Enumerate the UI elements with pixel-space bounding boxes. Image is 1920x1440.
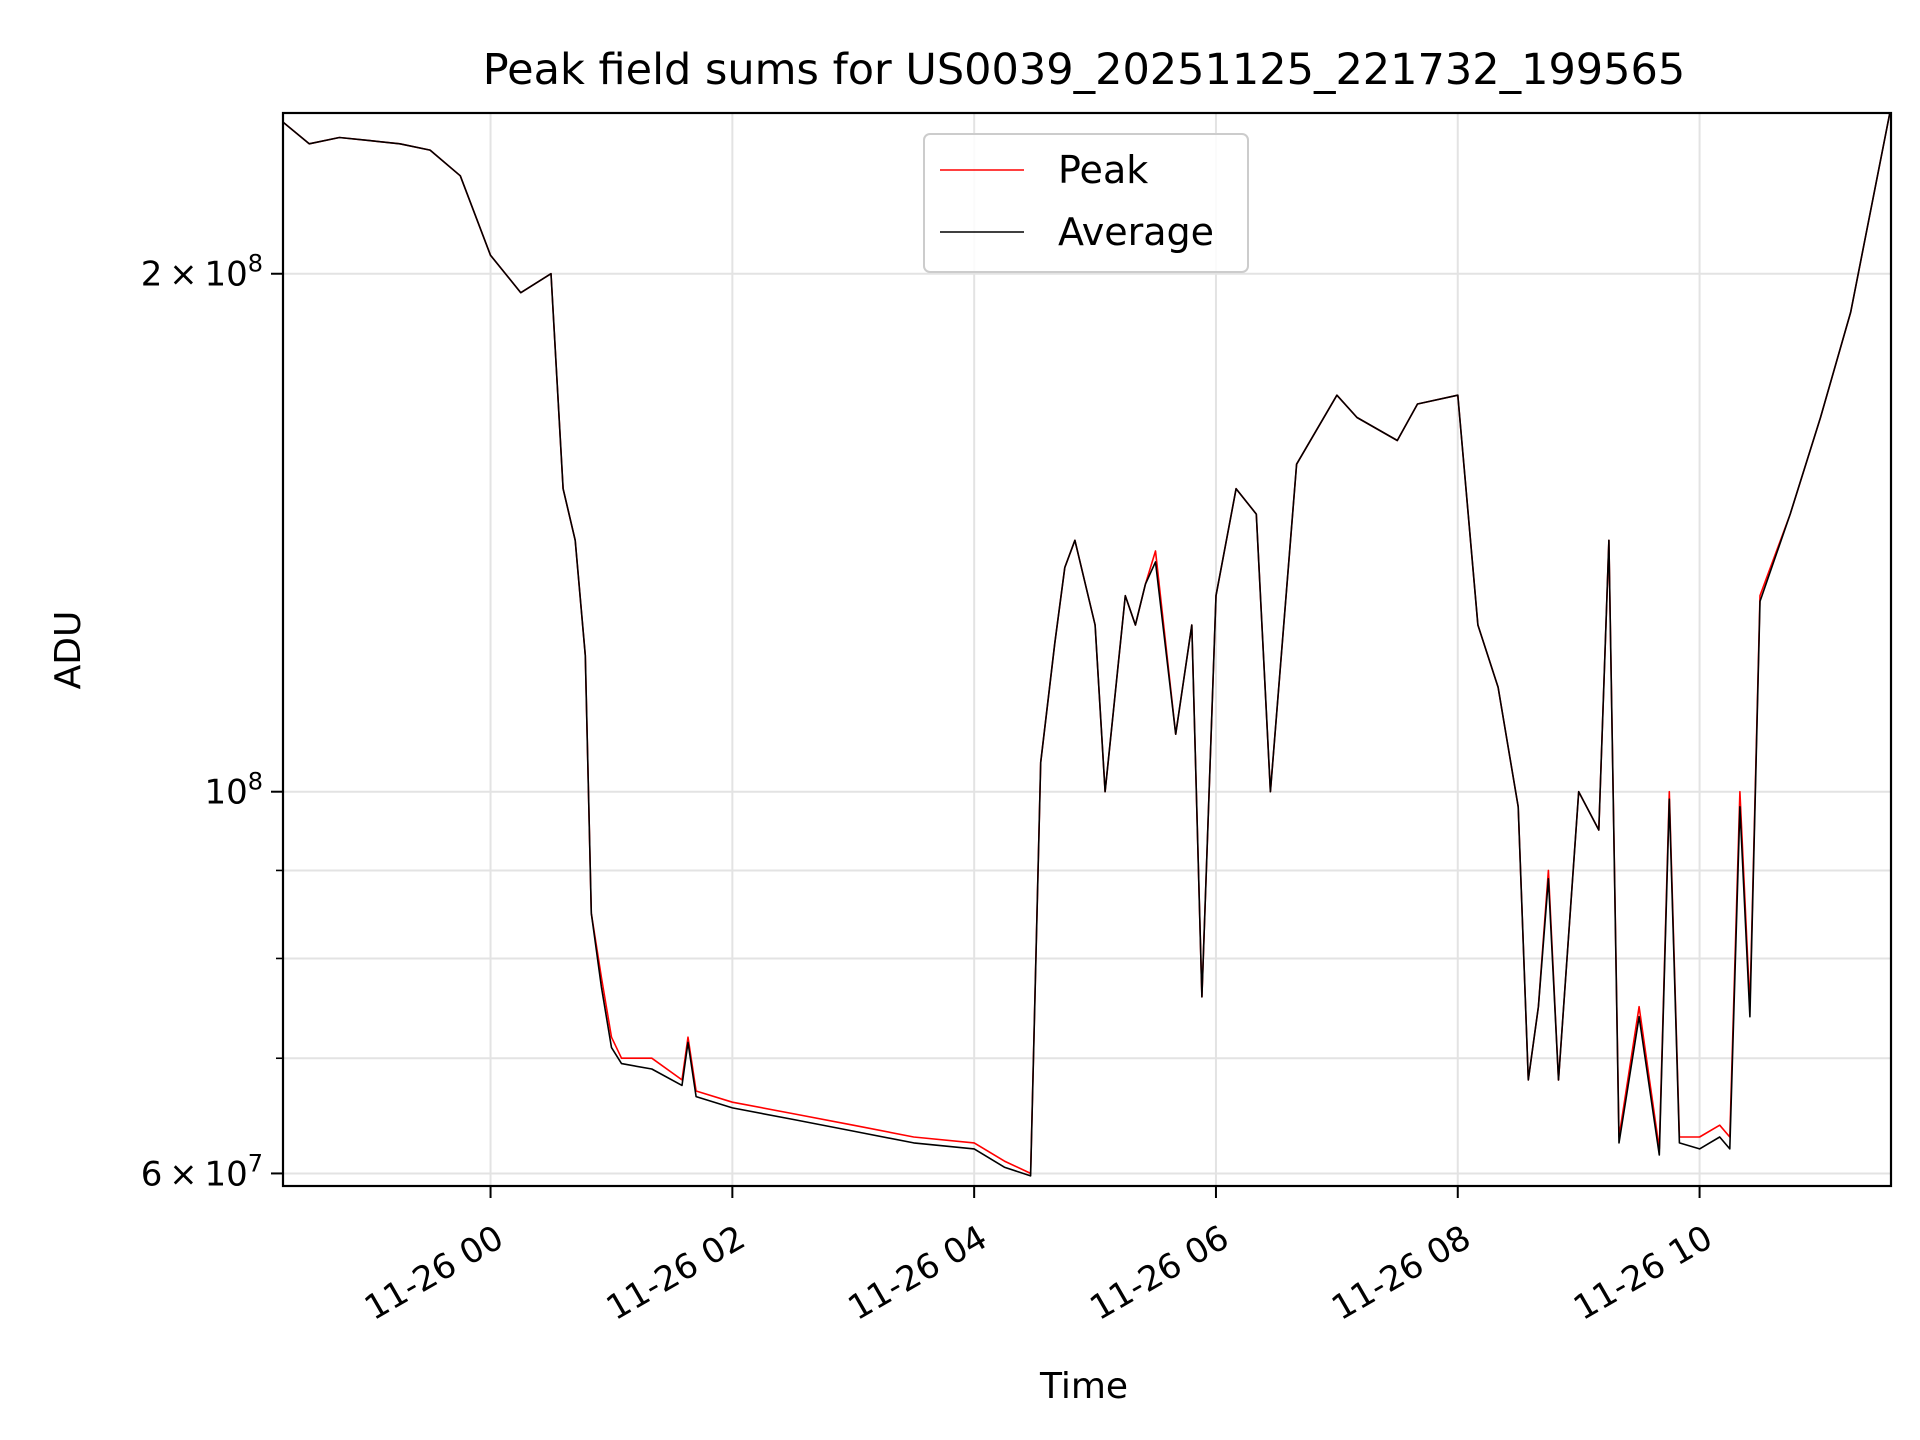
y-axis: 6 × 107 108 2 × 108 [141,250,283,1194]
y-tick-label: 108 [204,768,263,813]
chart-title: Peak field sums for US0039_20251125_2217… [483,45,1686,95]
series-line-average [283,113,1891,1177]
y-tick-label: 2 × 108 [141,250,263,295]
y-axis-title: ADU [48,611,89,690]
x-axis-title: Time [1039,1366,1128,1407]
legend-label-peak: Peak [1058,148,1148,192]
legend: Peak Average [923,133,1249,273]
series-layer [283,113,1891,1177]
legend-box [923,133,1249,273]
y-tick-label: 6 × 107 [141,1149,263,1194]
plot-frame [281,111,1893,1188]
legend-label-average: Average [1058,210,1214,254]
